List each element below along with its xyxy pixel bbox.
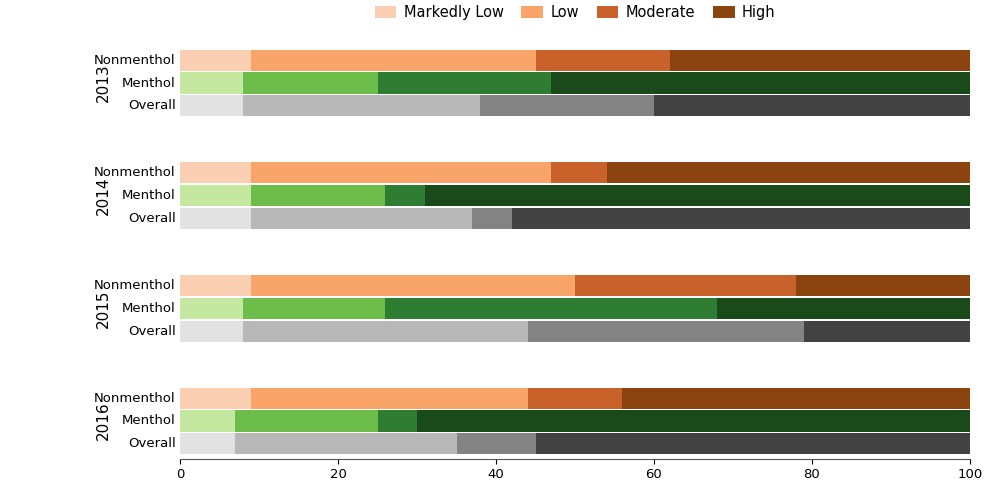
Bar [180, 95, 243, 116]
Bar [385, 298, 717, 319]
Bar [180, 410, 235, 431]
Bar [536, 433, 970, 455]
Bar [417, 410, 970, 431]
Bar [180, 73, 243, 94]
Bar [180, 433, 235, 455]
Bar [717, 298, 970, 319]
Bar [180, 162, 251, 183]
Bar [536, 49, 670, 71]
Bar [551, 73, 970, 94]
Bar [480, 95, 654, 116]
Bar [512, 208, 970, 229]
Bar [607, 162, 970, 183]
Bar [251, 162, 551, 183]
Bar [180, 298, 243, 319]
Bar [243, 73, 378, 94]
Bar [251, 185, 385, 206]
Text: 2015: 2015 [96, 289, 111, 328]
Bar [378, 73, 551, 94]
Bar [251, 49, 536, 71]
Bar [796, 275, 970, 296]
Bar [180, 388, 251, 409]
Bar [575, 275, 796, 296]
Text: 2013: 2013 [96, 64, 111, 102]
Bar [385, 185, 425, 206]
Bar [235, 433, 456, 455]
Bar [528, 388, 622, 409]
Bar [180, 275, 251, 296]
Bar [425, 185, 970, 206]
Bar [622, 388, 970, 409]
Bar [243, 298, 385, 319]
Bar [180, 321, 243, 342]
Bar [551, 162, 607, 183]
Legend: Markedly Low, Low, Moderate, High: Markedly Low, Low, Moderate, High [369, 0, 781, 26]
Bar [180, 49, 251, 71]
Bar [670, 49, 970, 71]
Bar [472, 208, 512, 229]
Bar [251, 388, 528, 409]
Bar [251, 275, 575, 296]
Bar [456, 433, 536, 455]
Bar [235, 410, 378, 431]
Bar [251, 208, 472, 229]
Bar [654, 95, 970, 116]
Bar [243, 321, 528, 342]
Text: 2016: 2016 [96, 402, 111, 440]
Bar [804, 321, 970, 342]
Bar [378, 410, 417, 431]
Bar [528, 321, 804, 342]
Bar [243, 95, 480, 116]
Bar [180, 185, 251, 206]
Bar [180, 208, 251, 229]
Text: 2014: 2014 [96, 176, 111, 215]
